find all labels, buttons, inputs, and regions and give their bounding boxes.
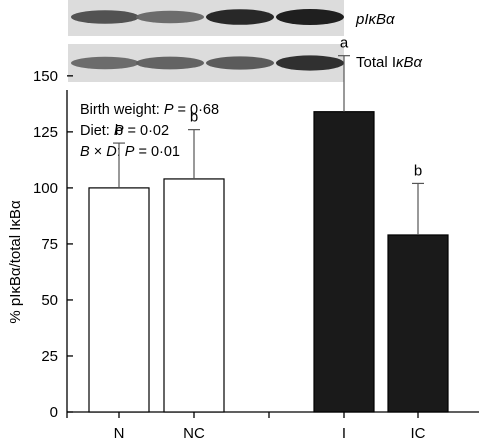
y-axis-label: % pIκBα/total IκBα (7, 200, 24, 324)
y-tick-label: 50 (41, 292, 58, 309)
blot-band (71, 10, 139, 24)
blot-label-bottom-kappa: κ (396, 54, 405, 71)
stat-interaction-colon: : (117, 144, 125, 160)
stat-birth-weight-prefix: Birth weight: (80, 102, 164, 118)
significance-IC: b (414, 162, 422, 179)
y-tick-label: 100 (33, 180, 58, 197)
significance-N: b (115, 122, 123, 139)
y-tick-label: 150 (33, 68, 58, 85)
ylabel-kappa: κ (7, 286, 24, 294)
ylabel-alpha2: α (7, 200, 24, 209)
x-tick-label-N: N (114, 425, 125, 440)
blot-label-top-main: pI (355, 11, 369, 28)
ylabel-prefix: % pI (7, 294, 24, 324)
blot-label-top-kappa: κ (369, 11, 378, 28)
blot-label-bottom-main: Total I (356, 54, 396, 71)
stats-annotation: Birth weight: P = 0·68 Diet: P = 0·02 B … (80, 102, 219, 160)
stat-birth-weight-value: = 0·68 (174, 102, 220, 118)
blot-label-bottom-alpha: α (414, 54, 423, 71)
bars: b b a b (88, 35, 449, 413)
blot-band (136, 56, 204, 70)
blot-panel: pIκBα Total IκBα (68, 0, 423, 82)
y-tick-label: 125 (33, 124, 58, 141)
stat-interaction: B × D: P = 0·01 (80, 144, 180, 160)
blot-label-top-alpha: α (386, 11, 395, 28)
stat-interaction-times: × (90, 144, 107, 160)
significance-I: a (340, 35, 349, 52)
stat-interaction-d: D (106, 144, 116, 160)
blot-label-bottom-b: B (404, 54, 414, 71)
y-tick-label: 0 (50, 404, 58, 421)
blot-band (71, 56, 139, 70)
blot-band (276, 9, 344, 25)
bar-N (88, 187, 150, 413)
y-tick-label: 75 (41, 236, 58, 253)
significance-NC: b (190, 109, 198, 126)
y-tick-label: 25 (41, 348, 58, 365)
stat-birth-weight: Birth weight: P = 0·68 (80, 102, 219, 118)
stat-interaction-value: = 0·01 (134, 144, 180, 160)
ylabel-sep: /total I (7, 227, 24, 268)
x-tick-label-IC: IC (411, 425, 426, 440)
ylabel-kappa2: κ (7, 219, 24, 227)
blot-label-top-b: B (376, 11, 386, 28)
blot-band (136, 10, 204, 24)
bar-IC (387, 234, 449, 413)
ylabel-b2: B (7, 209, 24, 219)
bar-NC (163, 178, 225, 413)
x-ticks: N NC I IC (66, 412, 426, 440)
blot-label-bottom: Total IκBα (356, 54, 423, 71)
ylabel-alpha: α (7, 267, 24, 276)
stat-interaction-b: B (80, 144, 90, 160)
stat-birth-weight-p: P (164, 102, 174, 118)
stat-diet-p: P (114, 123, 124, 139)
blot-band (206, 9, 274, 25)
blot-bands (71, 9, 344, 71)
stat-diet: Diet: P = 0·02 (80, 123, 169, 139)
stat-interaction-p: P (125, 144, 135, 160)
y-ticks: 0 25 50 75 100 125 150 (33, 68, 73, 421)
bar-I (313, 111, 375, 413)
stat-diet-value: = 0·02 (124, 123, 170, 139)
ylabel-b: B (7, 276, 24, 286)
x-tick-label-NC: NC (183, 425, 205, 440)
stat-diet-prefix: Diet: (80, 123, 114, 139)
blot-band (206, 56, 274, 70)
blot-label-top: pIκBα (355, 11, 395, 28)
x-tick-label-I: I (342, 425, 346, 440)
blot-band (276, 55, 344, 71)
